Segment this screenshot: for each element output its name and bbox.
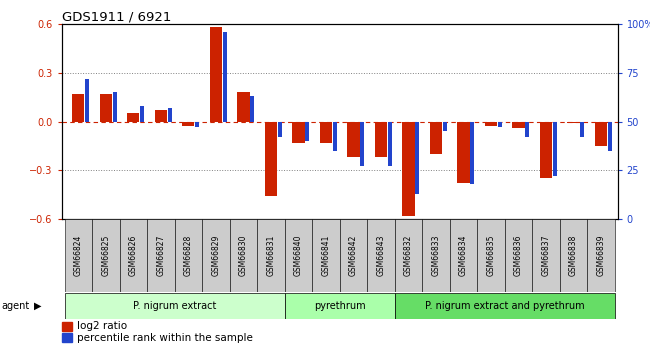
FancyBboxPatch shape	[285, 219, 312, 292]
FancyBboxPatch shape	[395, 219, 422, 292]
Text: GSM66841: GSM66841	[321, 235, 330, 276]
FancyBboxPatch shape	[175, 219, 202, 292]
Bar	[62, 333, 72, 342]
FancyBboxPatch shape	[120, 219, 147, 292]
Bar	[112, 92, 116, 122]
Bar	[347, 122, 359, 157]
Bar	[430, 122, 442, 154]
Bar	[168, 108, 172, 122]
Text: GSM66839: GSM66839	[597, 235, 606, 276]
Bar	[127, 114, 140, 122]
Bar	[387, 122, 392, 166]
Text: P. nigrum extract: P. nigrum extract	[133, 301, 216, 311]
Text: GSM66829: GSM66829	[211, 235, 220, 276]
Text: ▶: ▶	[34, 301, 42, 311]
Text: GSM66840: GSM66840	[294, 235, 303, 276]
Text: GSM66843: GSM66843	[376, 235, 385, 276]
FancyBboxPatch shape	[532, 219, 560, 292]
FancyBboxPatch shape	[477, 219, 504, 292]
FancyBboxPatch shape	[504, 219, 532, 292]
FancyBboxPatch shape	[64, 219, 92, 292]
Text: GSM66831: GSM66831	[266, 235, 276, 276]
Text: pyrethrum: pyrethrum	[314, 301, 365, 311]
Bar	[540, 122, 552, 178]
Bar	[608, 122, 612, 151]
FancyBboxPatch shape	[229, 219, 257, 292]
Bar	[457, 122, 469, 183]
Bar	[292, 122, 305, 143]
Bar	[182, 122, 194, 127]
FancyBboxPatch shape	[450, 219, 477, 292]
Text: GSM66836: GSM66836	[514, 235, 523, 276]
Bar	[237, 92, 250, 122]
Bar	[360, 122, 364, 166]
Bar	[580, 122, 584, 137]
Text: GSM66842: GSM66842	[349, 235, 358, 276]
FancyBboxPatch shape	[395, 293, 615, 319]
Text: GSM66833: GSM66833	[432, 235, 441, 276]
Bar	[374, 122, 387, 157]
Bar	[195, 122, 199, 127]
Bar	[278, 122, 281, 137]
Text: P. nigrum extract and pyrethrum: P. nigrum extract and pyrethrum	[425, 301, 584, 311]
Bar	[567, 122, 580, 123]
FancyBboxPatch shape	[257, 219, 285, 292]
Text: GSM66826: GSM66826	[129, 235, 138, 276]
Bar	[525, 122, 529, 137]
Text: GSM66832: GSM66832	[404, 235, 413, 276]
Bar	[552, 122, 557, 176]
Text: percentile rank within the sample: percentile rank within the sample	[77, 333, 253, 343]
Text: GSM66837: GSM66837	[541, 235, 551, 276]
Bar	[72, 94, 84, 122]
Bar	[320, 122, 332, 143]
FancyBboxPatch shape	[92, 219, 120, 292]
FancyBboxPatch shape	[422, 219, 450, 292]
Text: GSM66838: GSM66838	[569, 235, 578, 276]
Bar	[85, 79, 89, 122]
FancyBboxPatch shape	[147, 219, 175, 292]
Bar	[265, 122, 277, 196]
Text: GDS1911 / 6921: GDS1911 / 6921	[62, 10, 171, 23]
FancyBboxPatch shape	[64, 293, 285, 319]
Bar	[485, 122, 497, 127]
Bar	[62, 322, 72, 331]
Bar	[443, 122, 447, 131]
Text: GSM66824: GSM66824	[73, 235, 83, 276]
Text: GSM66827: GSM66827	[156, 235, 165, 276]
Text: GSM66835: GSM66835	[486, 235, 495, 276]
FancyBboxPatch shape	[312, 219, 339, 292]
Bar	[498, 122, 502, 127]
Text: GSM66825: GSM66825	[101, 235, 111, 276]
Bar	[155, 110, 167, 122]
Bar	[595, 122, 607, 146]
Bar	[140, 106, 144, 122]
Bar	[470, 122, 474, 184]
Bar	[222, 32, 227, 122]
Text: GSM66834: GSM66834	[459, 235, 468, 276]
Bar	[415, 122, 419, 194]
Bar	[210, 27, 222, 122]
FancyBboxPatch shape	[339, 219, 367, 292]
Bar	[99, 94, 112, 122]
Text: GSM66830: GSM66830	[239, 235, 248, 276]
Text: agent: agent	[1, 301, 29, 311]
Bar	[250, 96, 254, 122]
Text: log2 ratio: log2 ratio	[77, 322, 127, 332]
Bar	[333, 122, 337, 151]
FancyBboxPatch shape	[560, 219, 587, 292]
Text: GSM66828: GSM66828	[184, 235, 193, 276]
FancyBboxPatch shape	[587, 219, 615, 292]
Bar	[305, 122, 309, 141]
FancyBboxPatch shape	[285, 293, 395, 319]
Bar	[402, 122, 415, 216]
FancyBboxPatch shape	[367, 219, 395, 292]
FancyBboxPatch shape	[202, 219, 229, 292]
Bar	[512, 122, 525, 128]
